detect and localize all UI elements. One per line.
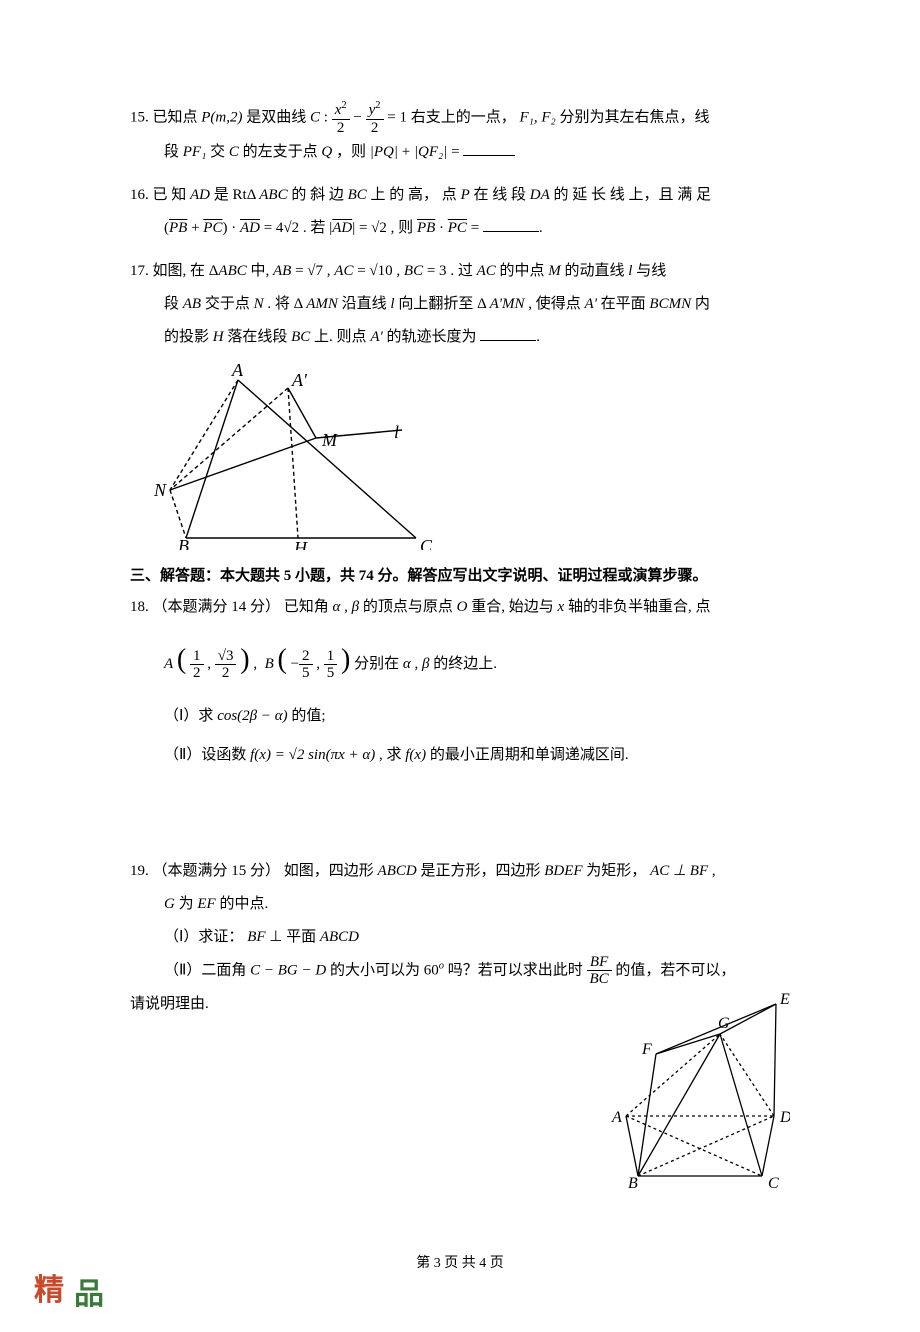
num: 19. (130, 863, 149, 879)
svg-text:品: 品 (74, 1278, 104, 1311)
num: 17. (130, 263, 149, 279)
svg-text:A: A (231, 360, 244, 380)
svg-text:E: E (779, 991, 790, 1008)
svg-text:M: M (321, 430, 338, 450)
num: 15. (130, 109, 149, 125)
svg-text:N: N (153, 480, 167, 500)
svg-text:C: C (768, 1175, 779, 1188)
frac-bf-bc: BF BC (587, 954, 612, 988)
figure-17: A A′ Ml N B H C (148, 360, 790, 550)
problem-19: 19. （本题满分 15 分） 如图，四边形 ABCD 是正方形，四边形 BDE… (130, 855, 790, 1188)
blank-16 (483, 216, 539, 232)
svg-text:H: H (293, 538, 308, 550)
problem-18: 18. （本题满分 14 分） 已知角 α , β 的顶点与原点 O 重合, 始… (130, 591, 790, 775)
problem-17: 17. 如图, 在 ΔABC 中, AB = √7 , AC = √10 , B… (130, 255, 790, 550)
problem-15: 15. 已知点 P(m,2) 是双曲线 C : x2 2 − y2 2 = 1 … (130, 100, 790, 169)
section-3-title: 三、解答题：本大题共 5 小题，共 74 分。解答应写出文字说明、证明过程或演算… (130, 564, 790, 585)
frac-x2-2: x2 2 (332, 100, 350, 136)
frac-y2-2: y2 2 (366, 100, 384, 136)
svg-text:A: A (611, 1109, 622, 1126)
figure-19: E G F A D B C (590, 988, 790, 1188)
svg-text:B: B (628, 1175, 638, 1188)
svg-text:D: D (779, 1109, 790, 1126)
blank-15 (463, 140, 515, 156)
svg-text:B: B (178, 536, 189, 550)
svg-text:C: C (420, 536, 433, 550)
page-footer: 第 3 页 共 4 页 (130, 1252, 790, 1272)
problem-16: 16. 已 知 AD 是 RtΔ ABC 的 斜 边 BC 上 的 高， 点 P… (130, 179, 790, 245)
num: 16. (130, 187, 149, 203)
blank-17 (480, 325, 536, 341)
svg-text:A′: A′ (291, 370, 308, 390)
num: 18. (130, 599, 149, 615)
svg-text:G: G (718, 1015, 730, 1032)
svg-text:l: l (394, 422, 399, 442)
svg-text:F: F (641, 1041, 652, 1058)
watermark: 精 品 (30, 1264, 120, 1314)
